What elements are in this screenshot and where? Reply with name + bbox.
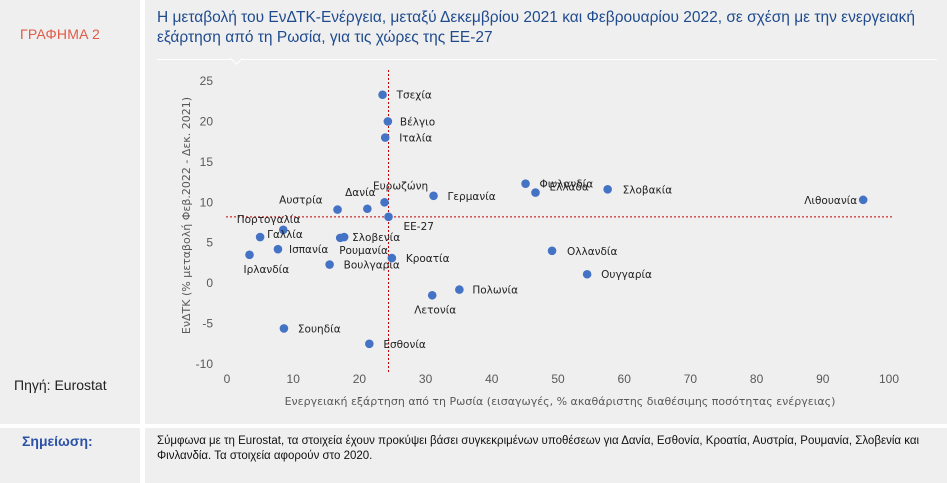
y-tick-label: 25	[200, 74, 214, 88]
note-label-panel	[0, 428, 140, 483]
point-label: Ουγγαρία	[601, 269, 652, 281]
data-point	[378, 90, 387, 100]
point-label: Αυστρία	[279, 195, 322, 207]
point-label: Λετονία	[414, 304, 456, 316]
data-point	[365, 339, 374, 349]
x-tick-label: 40	[485, 372, 499, 386]
note-panel	[145, 428, 947, 483]
data-point	[363, 204, 372, 214]
y-axis-title: ΕνΔΤΚ (% μεταβολή Φεβ.2022 - Δεκ. 2021)	[180, 97, 193, 334]
data-point	[858, 195, 868, 205]
x-tick-label: 30	[419, 372, 433, 386]
data-point	[603, 185, 612, 194]
point-label: Πορτογαλία	[237, 214, 301, 226]
y-tick-label: 10	[200, 195, 214, 209]
data-point	[383, 117, 393, 126]
data-point	[547, 246, 557, 256]
data-point	[387, 253, 397, 263]
data-point	[278, 225, 288, 235]
data-point	[380, 133, 390, 142]
y-tick-label: 0	[206, 276, 213, 290]
point-label: Λιθουανία	[804, 195, 857, 207]
x-tick-label: 90	[816, 372, 830, 386]
x-tick-label: 60	[618, 372, 632, 386]
point-label: Ισπανία	[289, 244, 328, 256]
point-label: Γαλλία	[267, 229, 303, 241]
note-text: Σύμφωνα με τη Eurostat, τα στοιχεία έχου…	[157, 435, 920, 462]
point-label: Ελλάδα	[549, 182, 588, 194]
x-tick-label: 80	[750, 372, 764, 386]
point-label: Πολωνία	[472, 285, 518, 297]
x-tick-label: 70	[684, 372, 698, 386]
data-point	[384, 212, 393, 222]
data-point	[380, 197, 389, 207]
point-label: Τσεχία	[396, 90, 432, 102]
data-point	[325, 260, 334, 269]
data-point	[429, 191, 438, 201]
point-label: Δανία	[345, 187, 376, 199]
x-tick-label: 50	[551, 372, 565, 386]
data-point	[531, 188, 540, 197]
y-tick-label: 20	[200, 114, 214, 128]
graph-number-label: ΓΡΑΦΗΜΑ 2	[20, 26, 100, 42]
note-label: Σημείωση:	[22, 433, 93, 449]
point-label: Ολλανδία	[567, 246, 617, 258]
reference-lines	[226, 70, 893, 372]
point-label: Βουλγαρία	[344, 260, 400, 272]
point-label: Ρουμανία	[339, 245, 388, 257]
data-point	[521, 179, 530, 188]
point-label: Κροατία	[406, 253, 450, 265]
x-tick-label: 20	[353, 372, 367, 386]
data-point	[333, 205, 342, 214]
point-label: Σουηδία	[298, 323, 341, 335]
data-point	[255, 232, 265, 242]
title-divider	[157, 59, 937, 60]
x-axis-title: Ενεργειακή εξάρτηση από τη Ρωσία (εισαγω…	[285, 395, 836, 408]
x-tick-label: 10	[287, 372, 301, 386]
y-tick-label: -5	[202, 317, 213, 331]
x-tick-label: 0	[224, 372, 231, 386]
data-point	[335, 233, 345, 243]
y-tick-label: 5	[206, 236, 213, 250]
point-label: Φινλανδία	[540, 179, 594, 191]
chart-title: Η μεταβολή του ΕνΔΤΚ-Ενέργεια, μεταξύ Δε…	[157, 9, 915, 46]
point-label: ΕΕ-27	[404, 221, 434, 233]
data-point	[273, 244, 283, 254]
point-label: Εσθονία	[383, 339, 426, 351]
point-label: Ευρωζώνη	[373, 180, 428, 192]
point-label: Ιταλία	[399, 133, 432, 145]
data-point	[582, 269, 592, 279]
data-points: Τσεχία Βέλγιο Ιταλία Ευρωζώνη Γερμανία Δανία Α…	[237, 90, 868, 351]
data-point	[427, 290, 437, 300]
data-point	[245, 250, 254, 260]
point-label: Γερμανία	[448, 191, 496, 203]
left-panel: ΓΡΑΦΗΜΑ 2 Πηγή: Eurostat	[0, 0, 140, 424]
point-label: Βέλγιο	[400, 116, 435, 128]
point-label: Σλοβακία	[623, 184, 673, 196]
x-tick-label: 100	[879, 372, 899, 386]
point-label: Ιρλανδία	[244, 264, 290, 276]
point-label: Σλοβενία	[352, 232, 400, 244]
chart-panel	[145, 0, 947, 424]
data-point	[279, 324, 289, 333]
y-tick-label: -10	[196, 357, 214, 371]
y-tick-label: 15	[200, 155, 214, 169]
source-label: Πηγή: Eurostat	[14, 377, 107, 393]
data-point	[455, 285, 464, 294]
